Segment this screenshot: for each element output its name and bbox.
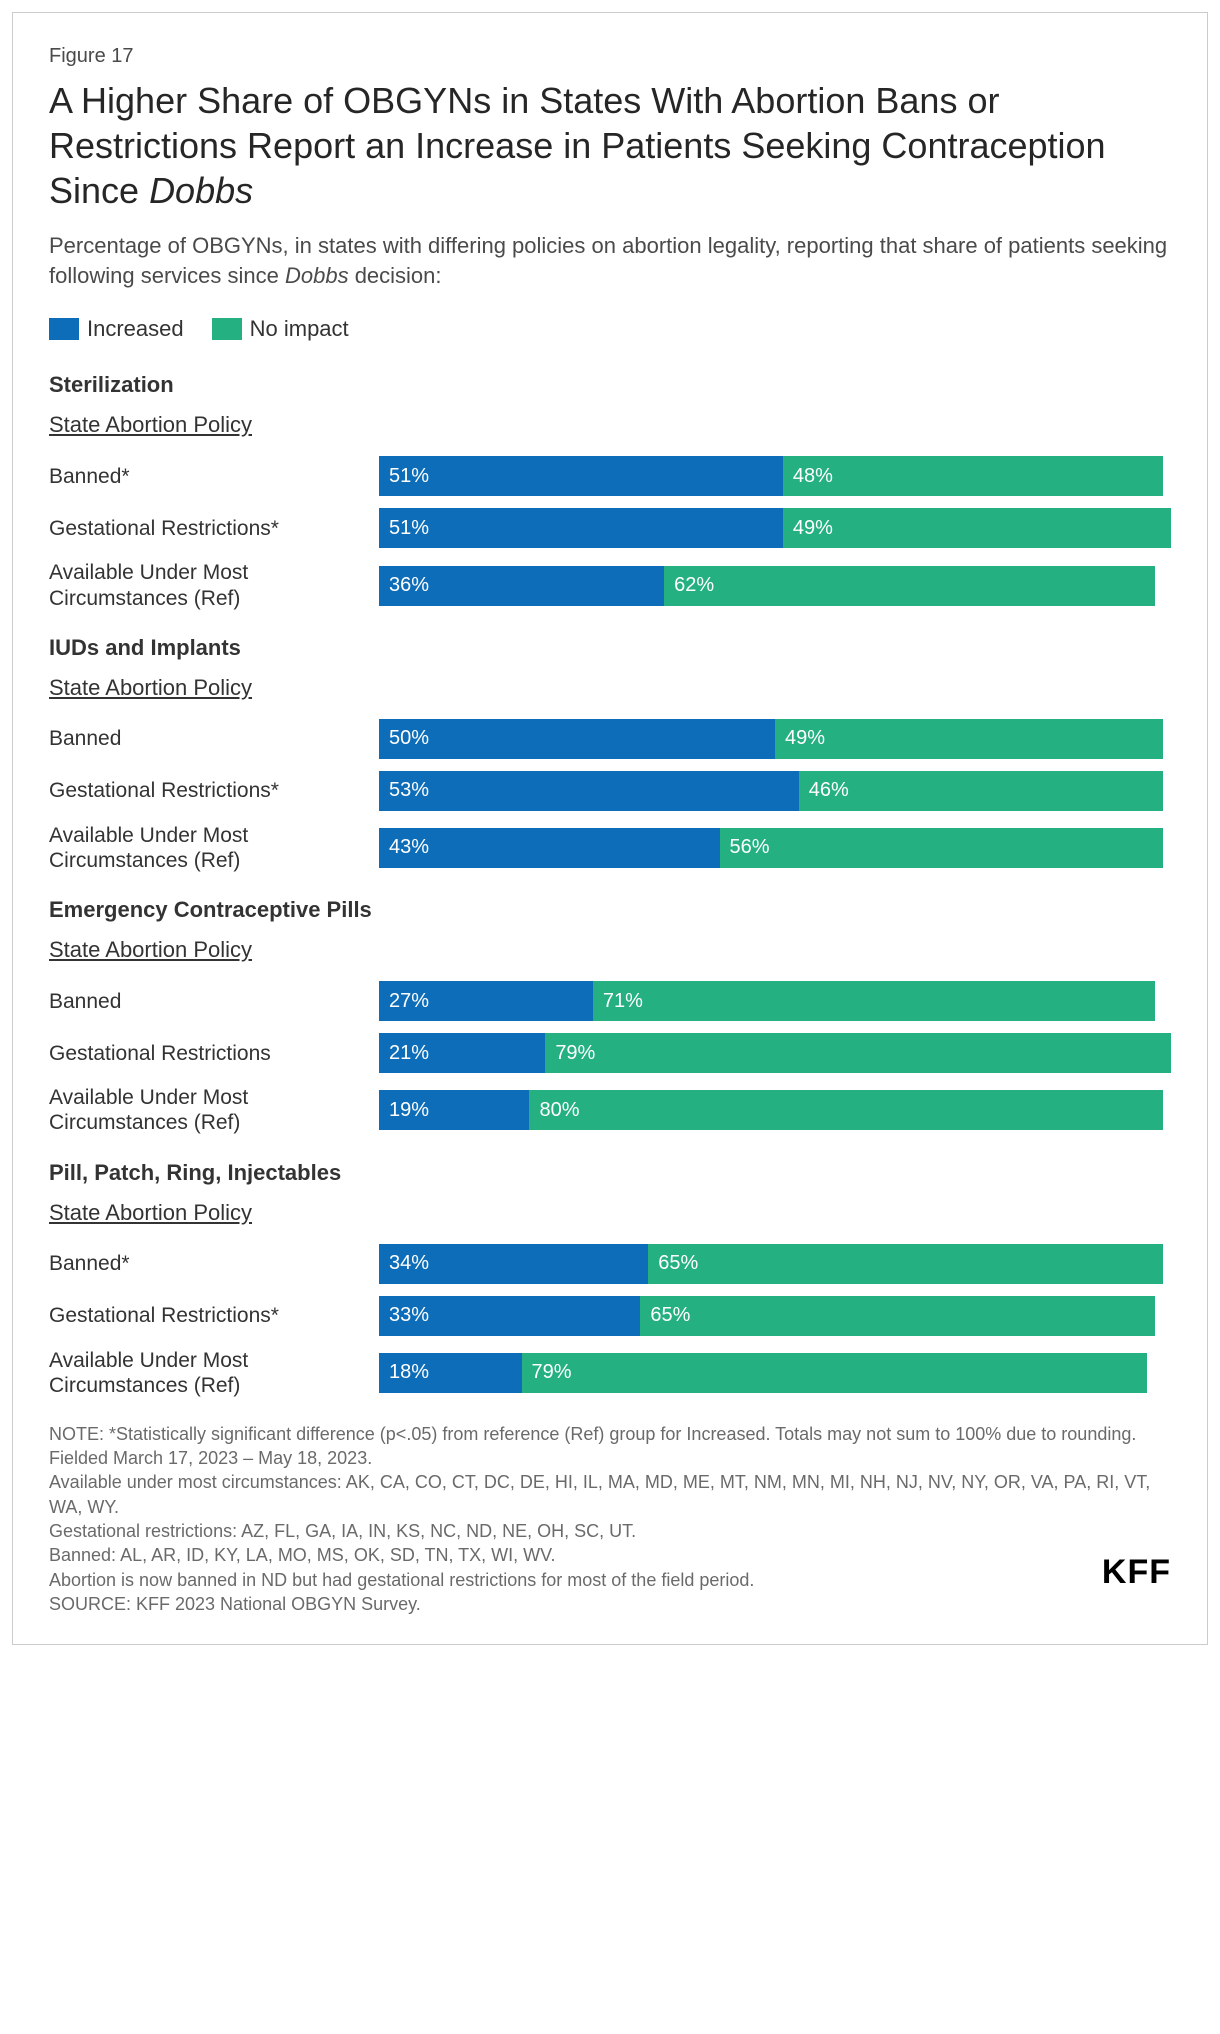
policy-heading: State Abortion Policy [49,412,1171,438]
row-label: Banned [49,989,379,1014]
bar-segment-no-impact: 79% [545,1033,1171,1073]
subtitle-pre: Percentage of OBGYNs, in states with dif… [49,233,1167,288]
bar-segment-no-impact: 79% [522,1353,1148,1393]
legend-item-increased: Increased [49,316,184,342]
row-label: Gestational Restrictions [49,1041,379,1066]
row-group: Banned*51%48%Gestational Restrictions*51… [49,456,1171,610]
bar-segment-no-impact: 46% [799,771,1163,811]
brand-logo: KFF [1102,1553,1171,1592]
note-line: Gestational restrictions: AZ, FL, GA, IA… [49,1519,1171,1543]
note-line: NOTE: *Statistically significant differe… [49,1422,1171,1446]
bar-row: Gestational Restrictions*33%65% [49,1296,1171,1336]
bar-segment-no-impact: 65% [640,1296,1155,1336]
bar-track: 34%65% [379,1244,1171,1284]
row-label: Banned* [49,464,379,489]
row-label: Available Under Most Circumstances (Ref) [49,823,379,873]
bar-row: Banned*34%65% [49,1244,1171,1284]
bar-track: 21%79% [379,1033,1171,1073]
bar-segment-increased: 19% [379,1090,529,1130]
bar-row: Gestational Restrictions21%79% [49,1033,1171,1073]
row-group: Banned50%49%Gestational Restrictions*53%… [49,719,1171,873]
bar-row: Gestational Restrictions*53%46% [49,771,1171,811]
note-line: Abortion is now banned in ND but had ges… [49,1568,1171,1592]
note-line: Banned: AL, AR, ID, KY, LA, MO, MS, OK, … [49,1543,1171,1567]
row-group: Banned*34%65%Gestational Restrictions*33… [49,1244,1171,1398]
bar-segment-increased: 33% [379,1296,640,1336]
legend-label-no-impact: No impact [250,316,349,342]
bar-row: Available Under Most Circumstances (Ref)… [49,1348,1171,1398]
bar-segment-no-impact: 62% [664,566,1155,606]
subtitle-italic: Dobbs [285,263,349,288]
bar-row: Banned27%71% [49,981,1171,1021]
note-line: SOURCE: KFF 2023 National OBGYN Survey. [49,1592,1171,1616]
row-label: Banned* [49,1251,379,1276]
policy-heading: State Abortion Policy [49,937,1171,963]
legend-label-increased: Increased [87,316,184,342]
bar-track: 33%65% [379,1296,1171,1336]
chart-subtitle: Percentage of OBGYNs, in states with dif… [49,231,1171,290]
bar-track: 43%56% [379,828,1171,868]
note-line: Available under most circumstances: AK, … [49,1470,1171,1519]
bar-segment-increased: 27% [379,981,593,1021]
notes-block: NOTE: *Statistically significant differe… [49,1422,1171,1616]
section-heading: Emergency Contraceptive Pills [49,897,1171,923]
bar-segment-increased: 50% [379,719,775,759]
row-label: Available Under Most Circumstances (Ref) [49,1348,379,1398]
policy-heading: State Abortion Policy [49,675,1171,701]
bar-track: 50%49% [379,719,1171,759]
policy-heading: State Abortion Policy [49,1200,1171,1226]
bar-row: Available Under Most Circumstances (Ref)… [49,560,1171,610]
row-label: Gestational Restrictions* [49,1303,379,1328]
row-label: Banned [49,726,379,751]
figure-label: Figure 17 [49,45,1171,68]
chart-title: A Higher Share of OBGYNs in States With … [49,78,1171,213]
bar-segment-no-impact: 49% [783,508,1171,548]
chart-sections: Sterilization State Abortion Policy Banned… [49,372,1171,1398]
row-label: Gestational Restrictions* [49,516,379,541]
bar-track: 27%71% [379,981,1171,1021]
bar-track: 36%62% [379,566,1171,606]
bar-row: Banned50%49% [49,719,1171,759]
bar-segment-increased: 53% [379,771,799,811]
legend: Increased No impact [49,316,1171,342]
row-group: Banned27%71%Gestational Restrictions21%7… [49,981,1171,1135]
subtitle-post: decision: [349,263,442,288]
bar-track: 19%80% [379,1090,1171,1130]
bar-track: 51%49% [379,508,1171,548]
bar-segment-increased: 34% [379,1244,648,1284]
row-label: Available Under Most Circumstances (Ref) [49,1085,379,1135]
swatch-no-impact [212,318,242,340]
bar-track: 18%79% [379,1353,1171,1393]
bar-segment-no-impact: 49% [775,719,1163,759]
section-heading: Pill, Patch, Ring, Injectables [49,1160,1171,1186]
bar-track: 51%48% [379,456,1171,496]
bar-row: Banned*51%48% [49,456,1171,496]
bar-segment-increased: 51% [379,456,783,496]
note-line: Fielded March 17, 2023 – May 18, 2023. [49,1446,1171,1470]
bar-segment-no-impact: 65% [648,1244,1163,1284]
bar-segment-no-impact: 48% [783,456,1163,496]
bar-row: Gestational Restrictions*51%49% [49,508,1171,548]
bar-row: Available Under Most Circumstances (Ref)… [49,823,1171,873]
swatch-increased [49,318,79,340]
bar-segment-increased: 21% [379,1033,545,1073]
bar-segment-increased: 51% [379,508,783,548]
bar-segment-increased: 18% [379,1353,522,1393]
row-label: Gestational Restrictions* [49,778,379,803]
section-heading: Sterilization [49,372,1171,398]
figure-frame: Figure 17 A Higher Share of OBGYNs in St… [12,12,1208,1645]
title-italic: Dobbs [149,170,253,211]
bar-segment-no-impact: 71% [593,981,1155,1021]
bar-segment-increased: 43% [379,828,720,868]
section-heading: IUDs and Implants [49,635,1171,661]
bar-track: 53%46% [379,771,1171,811]
legend-item-no-impact: No impact [212,316,349,342]
bar-segment-increased: 36% [379,566,664,606]
bar-row: Available Under Most Circumstances (Ref)… [49,1085,1171,1135]
bar-segment-no-impact: 56% [720,828,1164,868]
bar-segment-no-impact: 80% [529,1090,1163,1130]
row-label: Available Under Most Circumstances (Ref) [49,560,379,610]
